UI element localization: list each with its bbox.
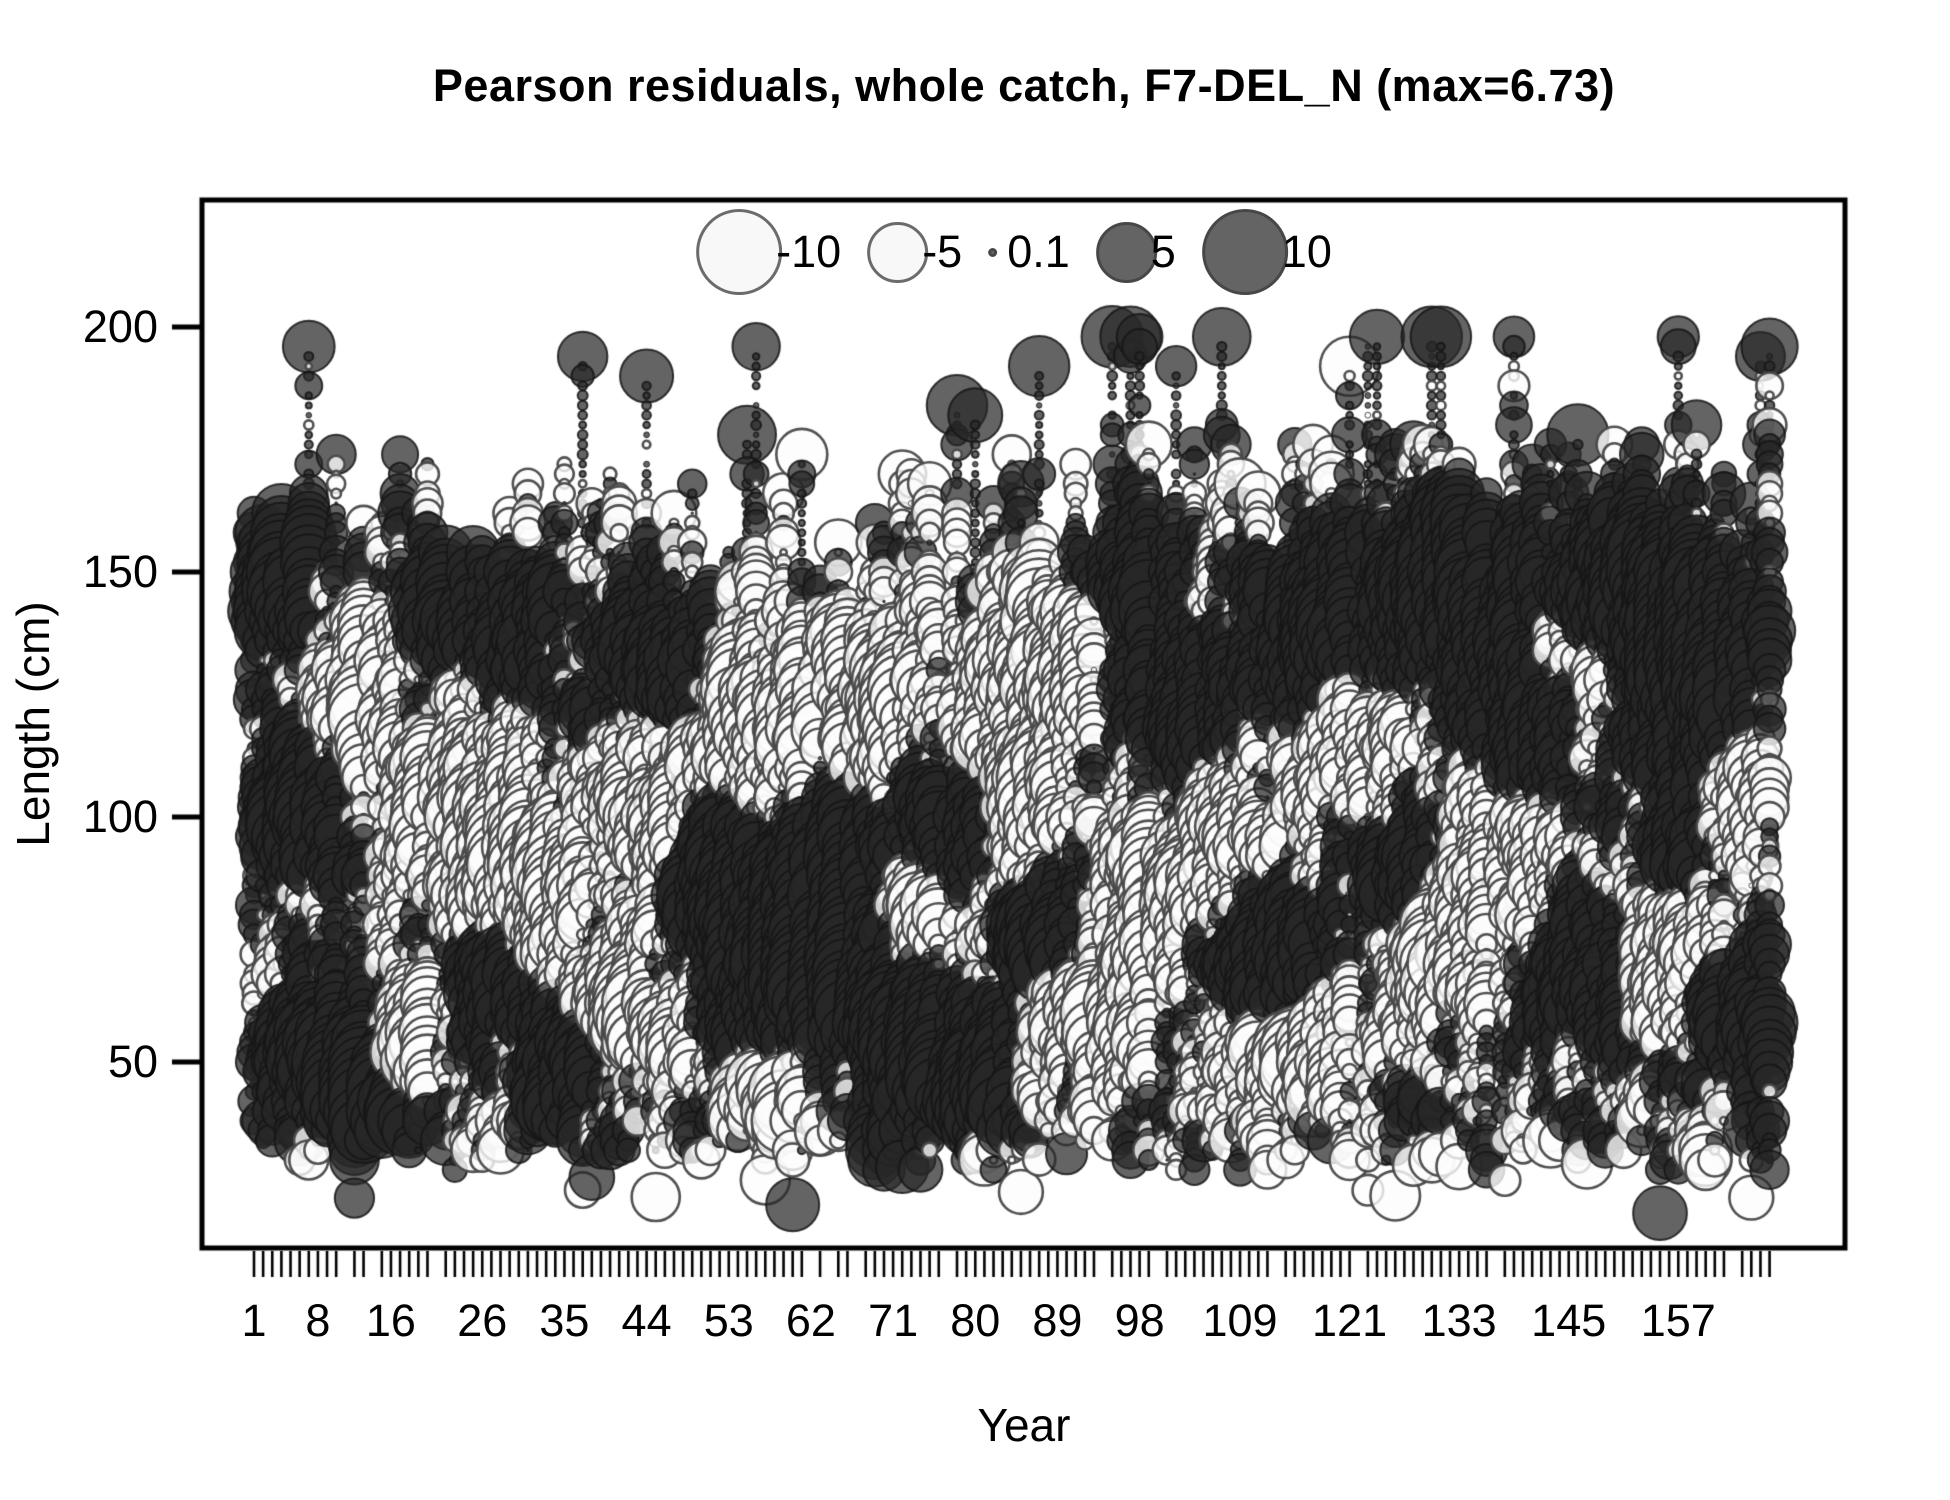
legend-label: -5 — [922, 226, 963, 277]
size-legend: -10 -5 0.1 5 10 — [696, 209, 1332, 295]
legend-bubble-minus10 — [696, 209, 783, 295]
x-tick-label: 98 — [1114, 1295, 1165, 1346]
legend-label: 5 — [1150, 226, 1176, 277]
y-tick-label: 50 — [107, 1036, 158, 1087]
x-axis-title: Year — [977, 1399, 1071, 1451]
x-tick-label: 16 — [365, 1295, 416, 1346]
x-tick-label: 80 — [950, 1295, 1001, 1346]
legend-bubble-10 — [1201, 209, 1288, 295]
x-tick-label: 71 — [868, 1295, 919, 1346]
legend-bubble-minus5 — [867, 221, 929, 283]
x-tick-label: 157 — [1640, 1295, 1716, 1346]
x-tick-label: 26 — [457, 1295, 508, 1346]
legend-label: -10 — [776, 226, 842, 277]
legend-bubble-0p1 — [988, 247, 998, 257]
x-tick-label: 44 — [621, 1295, 672, 1346]
x-tick-label: 8 — [305, 1295, 331, 1346]
x-tick-label: 62 — [785, 1295, 836, 1346]
x-tick-label: 121 — [1312, 1295, 1388, 1346]
x-tick-label: 89 — [1032, 1295, 1083, 1346]
x-tick-label: 133 — [1421, 1295, 1497, 1346]
legend-bubble-5 — [1095, 221, 1157, 283]
y-tick-label: 100 — [82, 791, 158, 842]
x-tick-label: 1 — [241, 1295, 267, 1346]
legend-item: 10 — [1201, 209, 1332, 295]
x-tick-label: 145 — [1531, 1295, 1607, 1346]
y-tick-label: 200 — [82, 301, 158, 352]
legend-item: -5 — [867, 221, 963, 283]
chart-title: Pearson residuals, whole catch, F7-DEL_N… — [432, 60, 1616, 111]
legend-label: 10 — [1281, 226, 1332, 277]
x-tick-label: 109 — [1202, 1295, 1278, 1346]
legend-item: -10 — [696, 209, 841, 295]
x-tick-label: 35 — [539, 1295, 590, 1346]
legend-item: 5 — [1095, 221, 1176, 283]
y-tick-label: 150 — [82, 546, 158, 597]
legend-item: 0.1 — [988, 226, 1070, 278]
x-tick-label: 53 — [703, 1295, 754, 1346]
y-axis-title: Length (cm) — [7, 601, 59, 847]
legend-label: 0.1 — [1007, 226, 1070, 277]
